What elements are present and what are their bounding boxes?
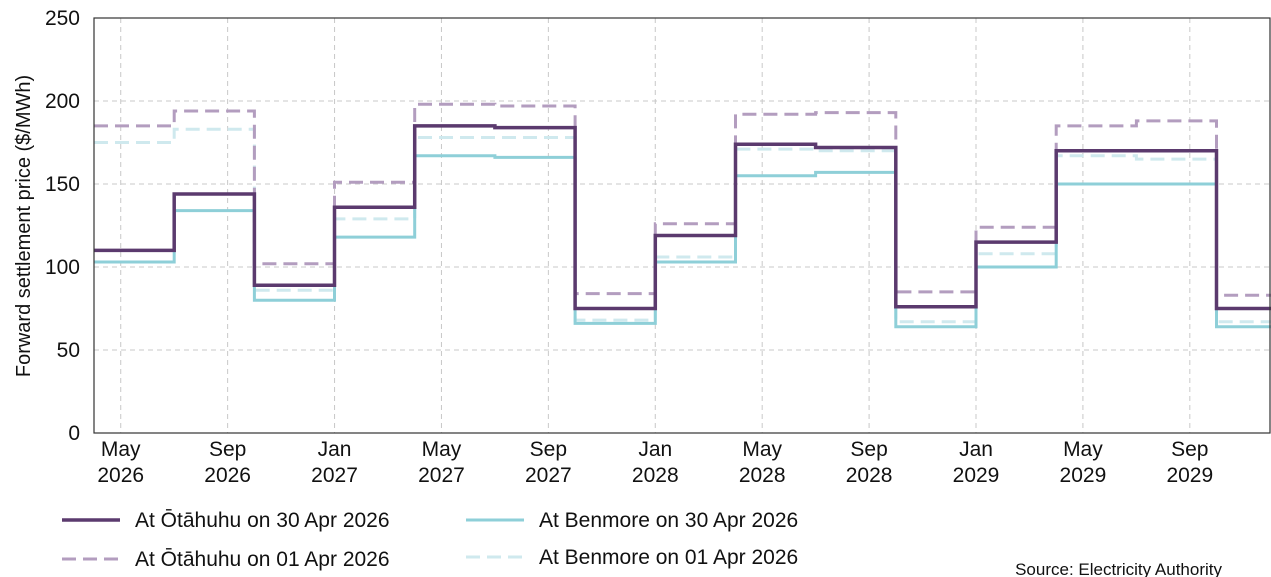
series-lines <box>94 102 1271 329</box>
x-tick-label-month: Sep <box>1171 438 1208 461</box>
legend: At Ōtāhuhu on 30 Apr 2026 At Ōtāhuhu on 0… <box>62 509 798 571</box>
x-tick-label-month: Sep <box>530 438 567 461</box>
x-tick-label-year: 2026 <box>204 464 251 487</box>
x-tick-label-year: 2028 <box>739 464 786 487</box>
x-tick-label-year: 2028 <box>632 464 679 487</box>
x-tick-label-month: May <box>1063 438 1103 461</box>
plot-frame <box>93 17 1271 434</box>
y-tick-label: 50 <box>57 339 80 362</box>
x-tick-label-month: Jan <box>318 438 352 461</box>
x-tick-label-year: 2029 <box>953 464 1000 487</box>
x-tick-label-year: 2027 <box>311 464 358 487</box>
source-note: Source: Electricity Authority <box>1015 560 1222 577</box>
y-tick-label: 100 <box>45 256 80 279</box>
x-tick-labels: May 2026 Sep 2026 Jan 2027 May 2027 Sep 2027 Jan 20… <box>97 438 1213 487</box>
x-tick-label-year: 2027 <box>418 464 465 487</box>
legend-label: At Ōtāhuhu on 01 Apr 2026 <box>135 548 390 571</box>
series-line-2 <box>94 154 1271 329</box>
x-tick-label-year: 2026 <box>97 464 144 487</box>
x-tick-label-month: Sep <box>209 438 246 461</box>
x-tick-label-month: May <box>422 438 462 461</box>
grid-lines <box>94 17 1270 433</box>
x-tick-label-month: May <box>742 438 782 461</box>
x-tick-label-month: Jan <box>959 438 993 461</box>
x-tick-label-year: 2029 <box>1166 464 1213 487</box>
series-line-0 <box>94 124 1271 311</box>
axes <box>93 17 1271 434</box>
x-tick-label-year: 2027 <box>525 464 572 487</box>
y-axis-label: Forward settlement price ($/MWh) <box>13 75 35 377</box>
x-tick-label-year: 2029 <box>1060 464 1107 487</box>
x-tick-label-month: Sep <box>850 438 887 461</box>
y-tick-label: 200 <box>45 90 80 113</box>
x-tick-label-month: Jan <box>638 438 672 461</box>
y-tick-label: 150 <box>45 173 80 196</box>
x-tick-label-year: 2028 <box>846 464 893 487</box>
x-tick-label-month: May <box>101 438 141 461</box>
series-line-1 <box>94 102 1271 297</box>
y-tick-labels: 0 50 100 150 200 250 <box>45 7 80 445</box>
y-tick-label: 0 <box>68 422 80 445</box>
legend-label: At Ōtāhuhu on 30 Apr 2026 <box>135 509 390 532</box>
legend-label: At Benmore on 01 Apr 2026 <box>539 546 798 569</box>
legend-label: At Benmore on 30 Apr 2026 <box>539 509 798 532</box>
series-line-3 <box>94 127 1271 324</box>
y-tick-label: 250 <box>45 7 80 30</box>
